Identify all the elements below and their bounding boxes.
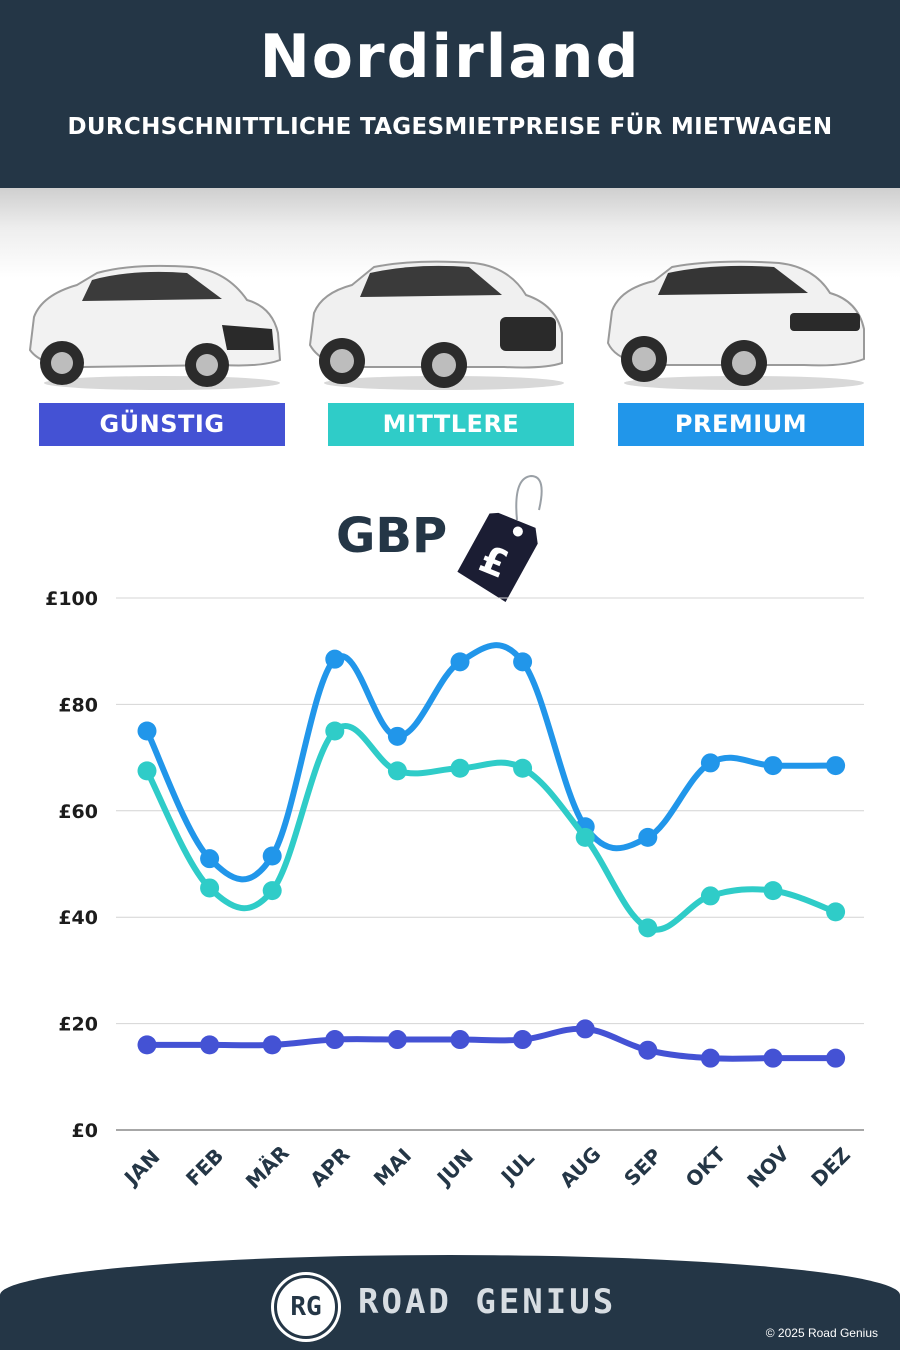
data-point	[387, 726, 407, 746]
data-point	[262, 881, 282, 901]
data-point	[763, 881, 783, 901]
data-point	[325, 649, 345, 669]
data-point	[325, 721, 345, 741]
data-point	[137, 721, 157, 741]
brand-name: ROAD GENIUS	[358, 1282, 617, 1322]
data-point	[200, 878, 220, 898]
x-tick-label: AUG	[555, 1142, 606, 1193]
data-point	[575, 827, 595, 847]
data-point	[137, 761, 157, 781]
data-point	[638, 1040, 658, 1060]
y-tick-label: £0	[72, 1120, 98, 1142]
x-tick-label: APR	[305, 1142, 354, 1191]
x-tick-label: DEZ	[806, 1143, 855, 1192]
x-tick-label: SEP	[619, 1143, 666, 1190]
data-point	[450, 758, 470, 778]
hatchback-car-image	[22, 255, 284, 395]
badge-mittlere: MITTLERE	[328, 403, 574, 446]
data-point	[450, 652, 470, 672]
data-point	[513, 652, 533, 672]
line-chart: £0 £20 £40 £60 £80 £100 JAN FEB MÄR APR MAI JUN JUL A…	[45, 588, 864, 1194]
data-point	[325, 1030, 345, 1050]
data-point	[763, 756, 783, 776]
data-point	[826, 902, 846, 922]
page-title: Nordirland	[259, 22, 641, 92]
data-point	[826, 756, 846, 776]
x-tick-label: NOV	[742, 1141, 794, 1193]
data-point	[137, 1035, 157, 1055]
y-tick-label: £60	[58, 801, 98, 823]
data-point	[387, 1030, 407, 1050]
data-point	[262, 846, 282, 866]
x-tick-label: JUN	[431, 1144, 478, 1191]
y-tick-label: £100	[45, 588, 98, 610]
suv-car-image	[304, 255, 566, 395]
data-point	[262, 1035, 282, 1055]
data-point	[638, 827, 658, 847]
data-point	[513, 1030, 533, 1050]
header-banner: Nordirland DURCHSCHNITTLICHE TAGESMIETPR…	[0, 0, 900, 188]
x-tick-label: MÄR	[241, 1141, 294, 1194]
x-tick-label: MAI	[369, 1143, 416, 1190]
y-tick-label: £20	[58, 1014, 98, 1036]
page-subtitle: DURCHSCHNITTLICHE TAGESMIETPREISE FÜR MI…	[67, 114, 833, 140]
badge-premium: PREMIUM	[618, 403, 864, 446]
data-point	[200, 849, 220, 869]
x-tick-label: OKT	[681, 1142, 731, 1192]
badge-guenstig: GÜNSTIG	[39, 403, 285, 446]
price-tag-icon: £	[457, 474, 543, 602]
x-tick-label: FEB	[181, 1144, 228, 1191]
series-line-3	[144, 1025, 839, 1062]
footer-banner	[0, 1255, 900, 1350]
data-point	[700, 1048, 720, 1068]
x-tick-label: JUL	[495, 1146, 539, 1190]
y-tick-label: £80	[58, 694, 98, 716]
x-tick-label: JAN	[118, 1145, 164, 1191]
data-point	[575, 1019, 595, 1039]
data-point	[700, 753, 720, 773]
road-genius-logo-icon: RG	[274, 1275, 338, 1339]
data-point	[826, 1048, 846, 1068]
data-point	[200, 1035, 220, 1055]
data-point	[763, 1048, 783, 1068]
data-point	[638, 918, 658, 938]
currency-label: GBP	[336, 508, 448, 564]
data-point	[513, 758, 533, 778]
data-point	[700, 886, 720, 906]
y-tick-label: £40	[58, 907, 98, 929]
data-point	[450, 1030, 470, 1050]
copyright-text: © 2025 Road Genius	[765, 1326, 878, 1340]
data-point	[387, 761, 407, 781]
premium-suv-car-image	[604, 255, 866, 395]
